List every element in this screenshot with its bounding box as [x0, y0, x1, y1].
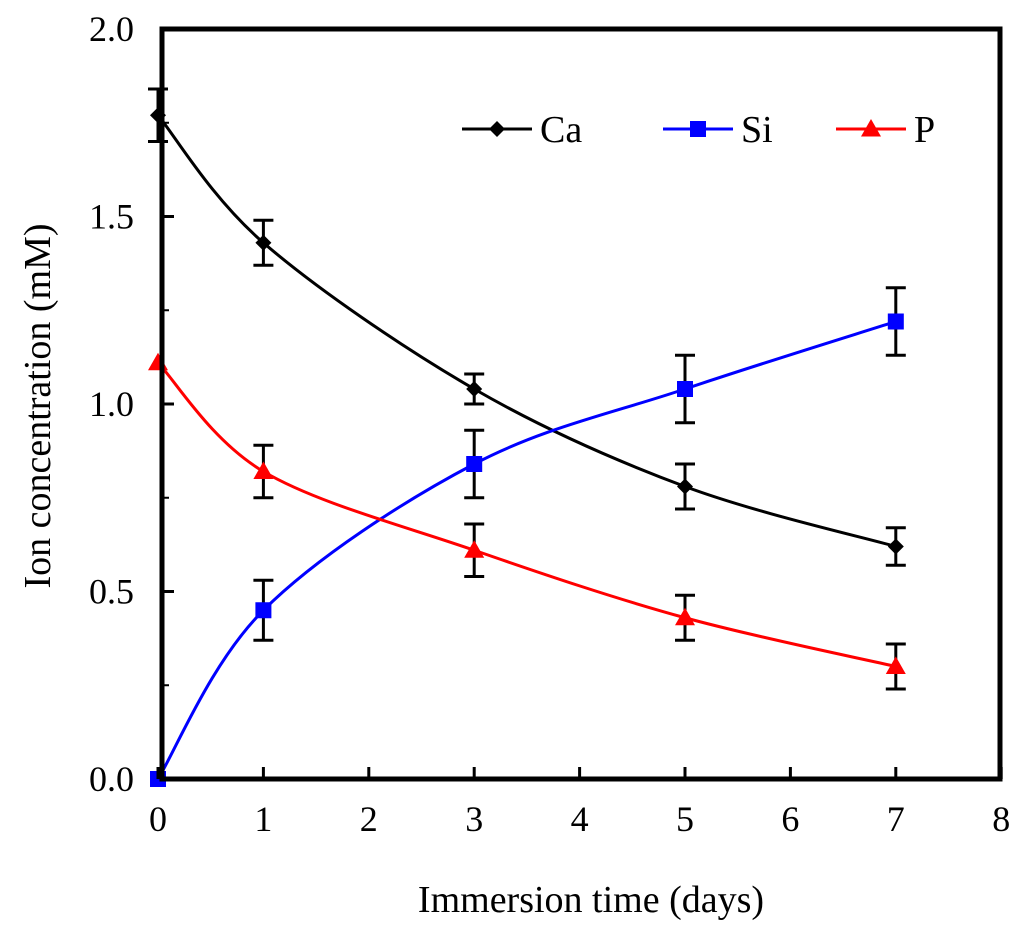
legend-ca-marker	[489, 121, 505, 137]
p-data-point	[675, 607, 695, 626]
x-tick-label: 5	[676, 799, 694, 839]
si-data-point	[887, 313, 904, 330]
p-data-point	[885, 656, 906, 674]
p-data-point	[253, 461, 274, 479]
legend: Ca Si P	[462, 109, 935, 151]
ca-data-point	[255, 234, 272, 251]
y-axis-title: Ion concentration (mM)	[17, 223, 59, 588]
x-tick-label: 8	[992, 799, 1010, 839]
y-tick-label: 1.0	[89, 384, 134, 424]
x-tick-label: 0	[149, 799, 167, 839]
y-tick-label: 1.5	[89, 197, 134, 237]
x-tick-label: 1	[254, 799, 272, 839]
si-data-point	[677, 381, 693, 397]
p-data-point	[148, 352, 168, 371]
ca-data-point	[887, 538, 904, 555]
x-tick-label: 4	[571, 799, 589, 839]
y-tick-label: 0.0	[89, 759, 134, 799]
si-data-point	[466, 456, 483, 472]
p-series-line	[156, 361, 897, 668]
marker-layer	[148, 107, 906, 787]
tick-layer: 0 1 2 3 4 5 6 7 8 0.0 0.5 1.0 1.5 2.0	[89, 9, 1010, 839]
y-tick-label: 0.5	[89, 572, 134, 612]
x-tick-label: 2	[360, 799, 378, 839]
x-tick-label: 7	[887, 799, 905, 839]
error-bar-layer	[148, 87, 906, 691]
legend-si-label: Si	[741, 109, 773, 151]
y-tick-label: 2.0	[89, 9, 134, 49]
x-tick-label: 6	[781, 799, 799, 839]
legend-p-marker	[861, 119, 881, 137]
series-line-layer	[156, 114, 897, 780]
ca-data-point	[466, 381, 483, 397]
ca-data-point	[677, 478, 693, 495]
si-data-point	[255, 602, 272, 619]
ca-series-line	[156, 114, 897, 548]
legend-ca-label: Ca	[540, 109, 582, 151]
legend-si-marker	[690, 121, 706, 137]
x-axis-title: Immersion time (days)	[418, 879, 764, 921]
legend-p-label: P	[914, 109, 935, 151]
x-tick-label: 3	[465, 799, 483, 839]
p-data-point	[464, 540, 485, 558]
si-series-line	[156, 320, 897, 780]
